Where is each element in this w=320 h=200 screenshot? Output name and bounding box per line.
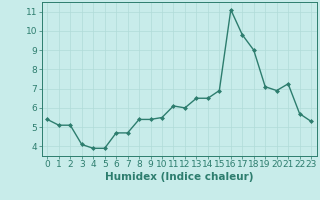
X-axis label: Humidex (Indice chaleur): Humidex (Indice chaleur) xyxy=(105,172,253,182)
